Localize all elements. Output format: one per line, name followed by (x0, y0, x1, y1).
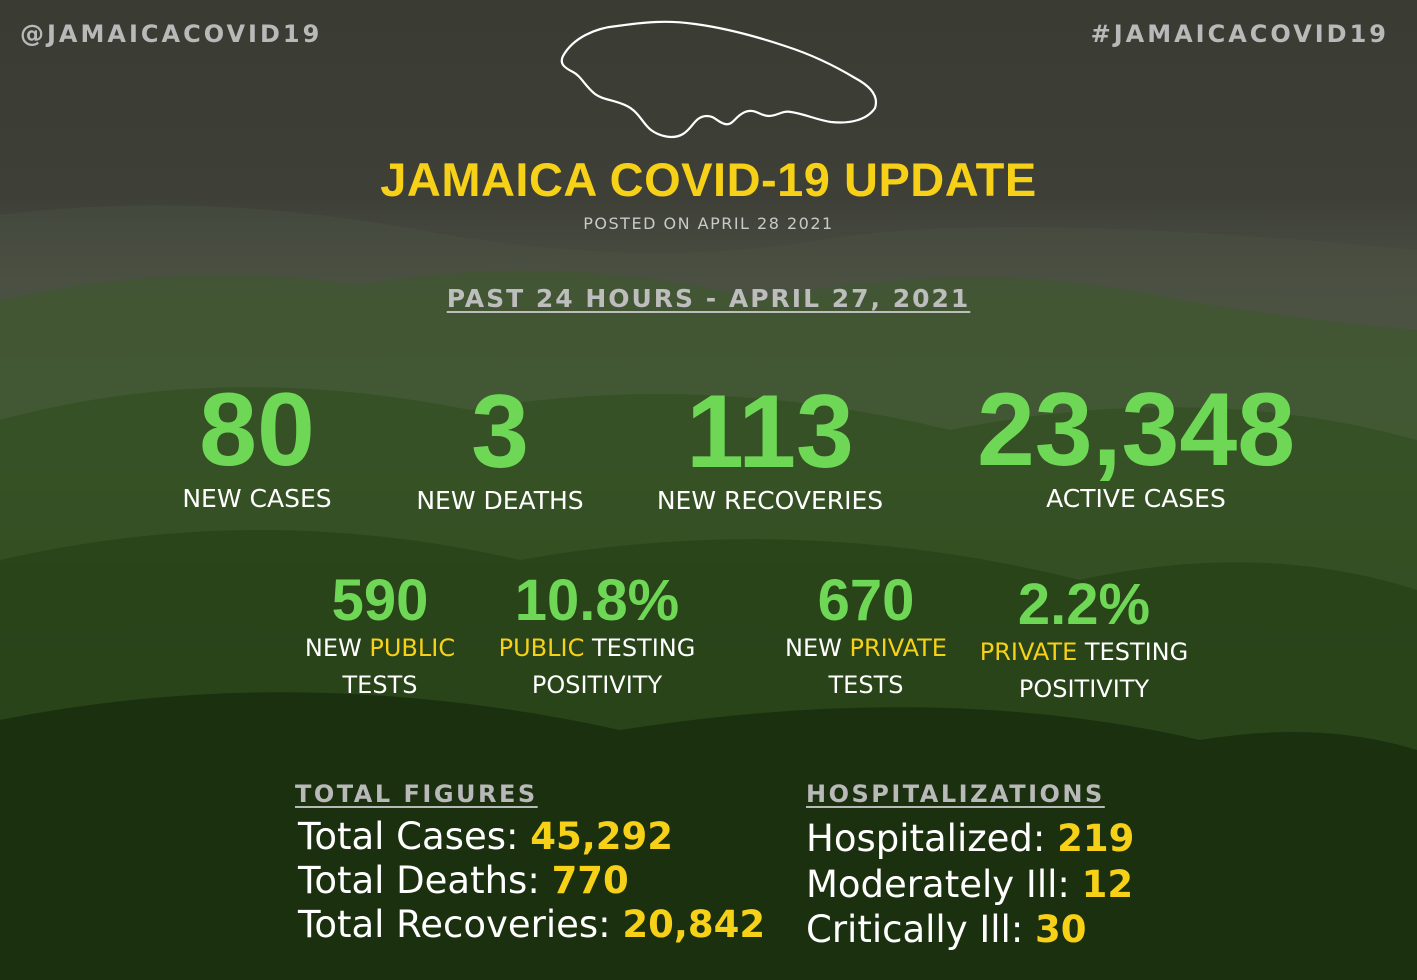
hospitalizations-heading: HOSPITALIZATIONS (806, 780, 1105, 808)
stat-public-tests: 590 NEW PUBLIC TESTS (280, 572, 480, 704)
new-cases-value: 80 (199, 372, 315, 488)
stat-private-tests: 670 NEW PRIVATE TESTS (758, 572, 974, 704)
stat-public-positivity: 10.8% PUBLIC TESTING POSITIVITY (482, 572, 712, 704)
total-deaths-row: Total Deaths: 770 (298, 859, 629, 902)
active-cases-value: 23,348 (976, 372, 1296, 488)
page-title: JAMAICA COVID-19 UPDATE (380, 153, 1037, 206)
stat-new-recoveries: 113 NEW RECOVERIES (640, 380, 900, 515)
stat-private-positivity: 2.2% PRIVATE TESTING POSITIVITY (968, 576, 1200, 708)
public-tests-value: 590 (331, 568, 429, 633)
private-tests-label: NEW PRIVATE (785, 634, 947, 662)
new-cases-label: NEW CASES (182, 484, 332, 513)
handle-left: @JAMAICACOVID19 (20, 20, 323, 48)
active-cases-label: ACTIVE CASES (1046, 484, 1226, 513)
private-tests-label-line2: TESTS (828, 671, 904, 699)
period-heading: PAST 24 HOURS - APRIL 27, 2021 (446, 284, 971, 313)
new-deaths-value: 3 (471, 374, 529, 490)
total-cases-row: Total Cases: 45,292 (298, 815, 674, 858)
new-recoveries-label: NEW RECOVERIES (656, 486, 884, 515)
moderately-ill-row: Moderately Ill: 12 (806, 863, 1134, 906)
public-tests-label: NEW PUBLIC (304, 634, 456, 662)
public-positivity-label-line2: POSITIVITY (531, 671, 663, 699)
total-figures-heading: TOTAL FIGURES (295, 780, 538, 808)
jamaica-map-icon (560, 20, 878, 139)
stat-active-cases: 23,348 ACTIVE CASES (950, 378, 1322, 513)
stat-new-cases: 80 NEW CASES (157, 378, 357, 513)
private-positivity-label-line2: POSITIVITY (1018, 675, 1150, 703)
total-recoveries-row: Total Recoveries: 20,842 (298, 903, 766, 946)
hospitalized-row: Hospitalized: 219 (806, 817, 1135, 860)
new-deaths-label: NEW DEATHS (416, 486, 584, 515)
hashtag-right: #JAMAICACOVID19 (1090, 20, 1389, 48)
private-positivity-value: 2.2% (1017, 572, 1151, 637)
private-positivity-label: PRIVATE TESTING (979, 638, 1189, 666)
posted-date: POSTED ON APRIL 28 2021 (583, 214, 834, 233)
public-positivity-label: PUBLIC TESTING (498, 634, 696, 662)
public-tests-label-line2: TESTS (342, 671, 418, 699)
stat-new-deaths: 3 NEW DEATHS (400, 380, 600, 515)
critically-ill-row: Critically Ill: 30 (806, 908, 1087, 951)
new-recoveries-value: 113 (686, 374, 854, 490)
public-positivity-value: 10.8% (514, 568, 680, 633)
private-tests-value: 670 (817, 568, 915, 633)
